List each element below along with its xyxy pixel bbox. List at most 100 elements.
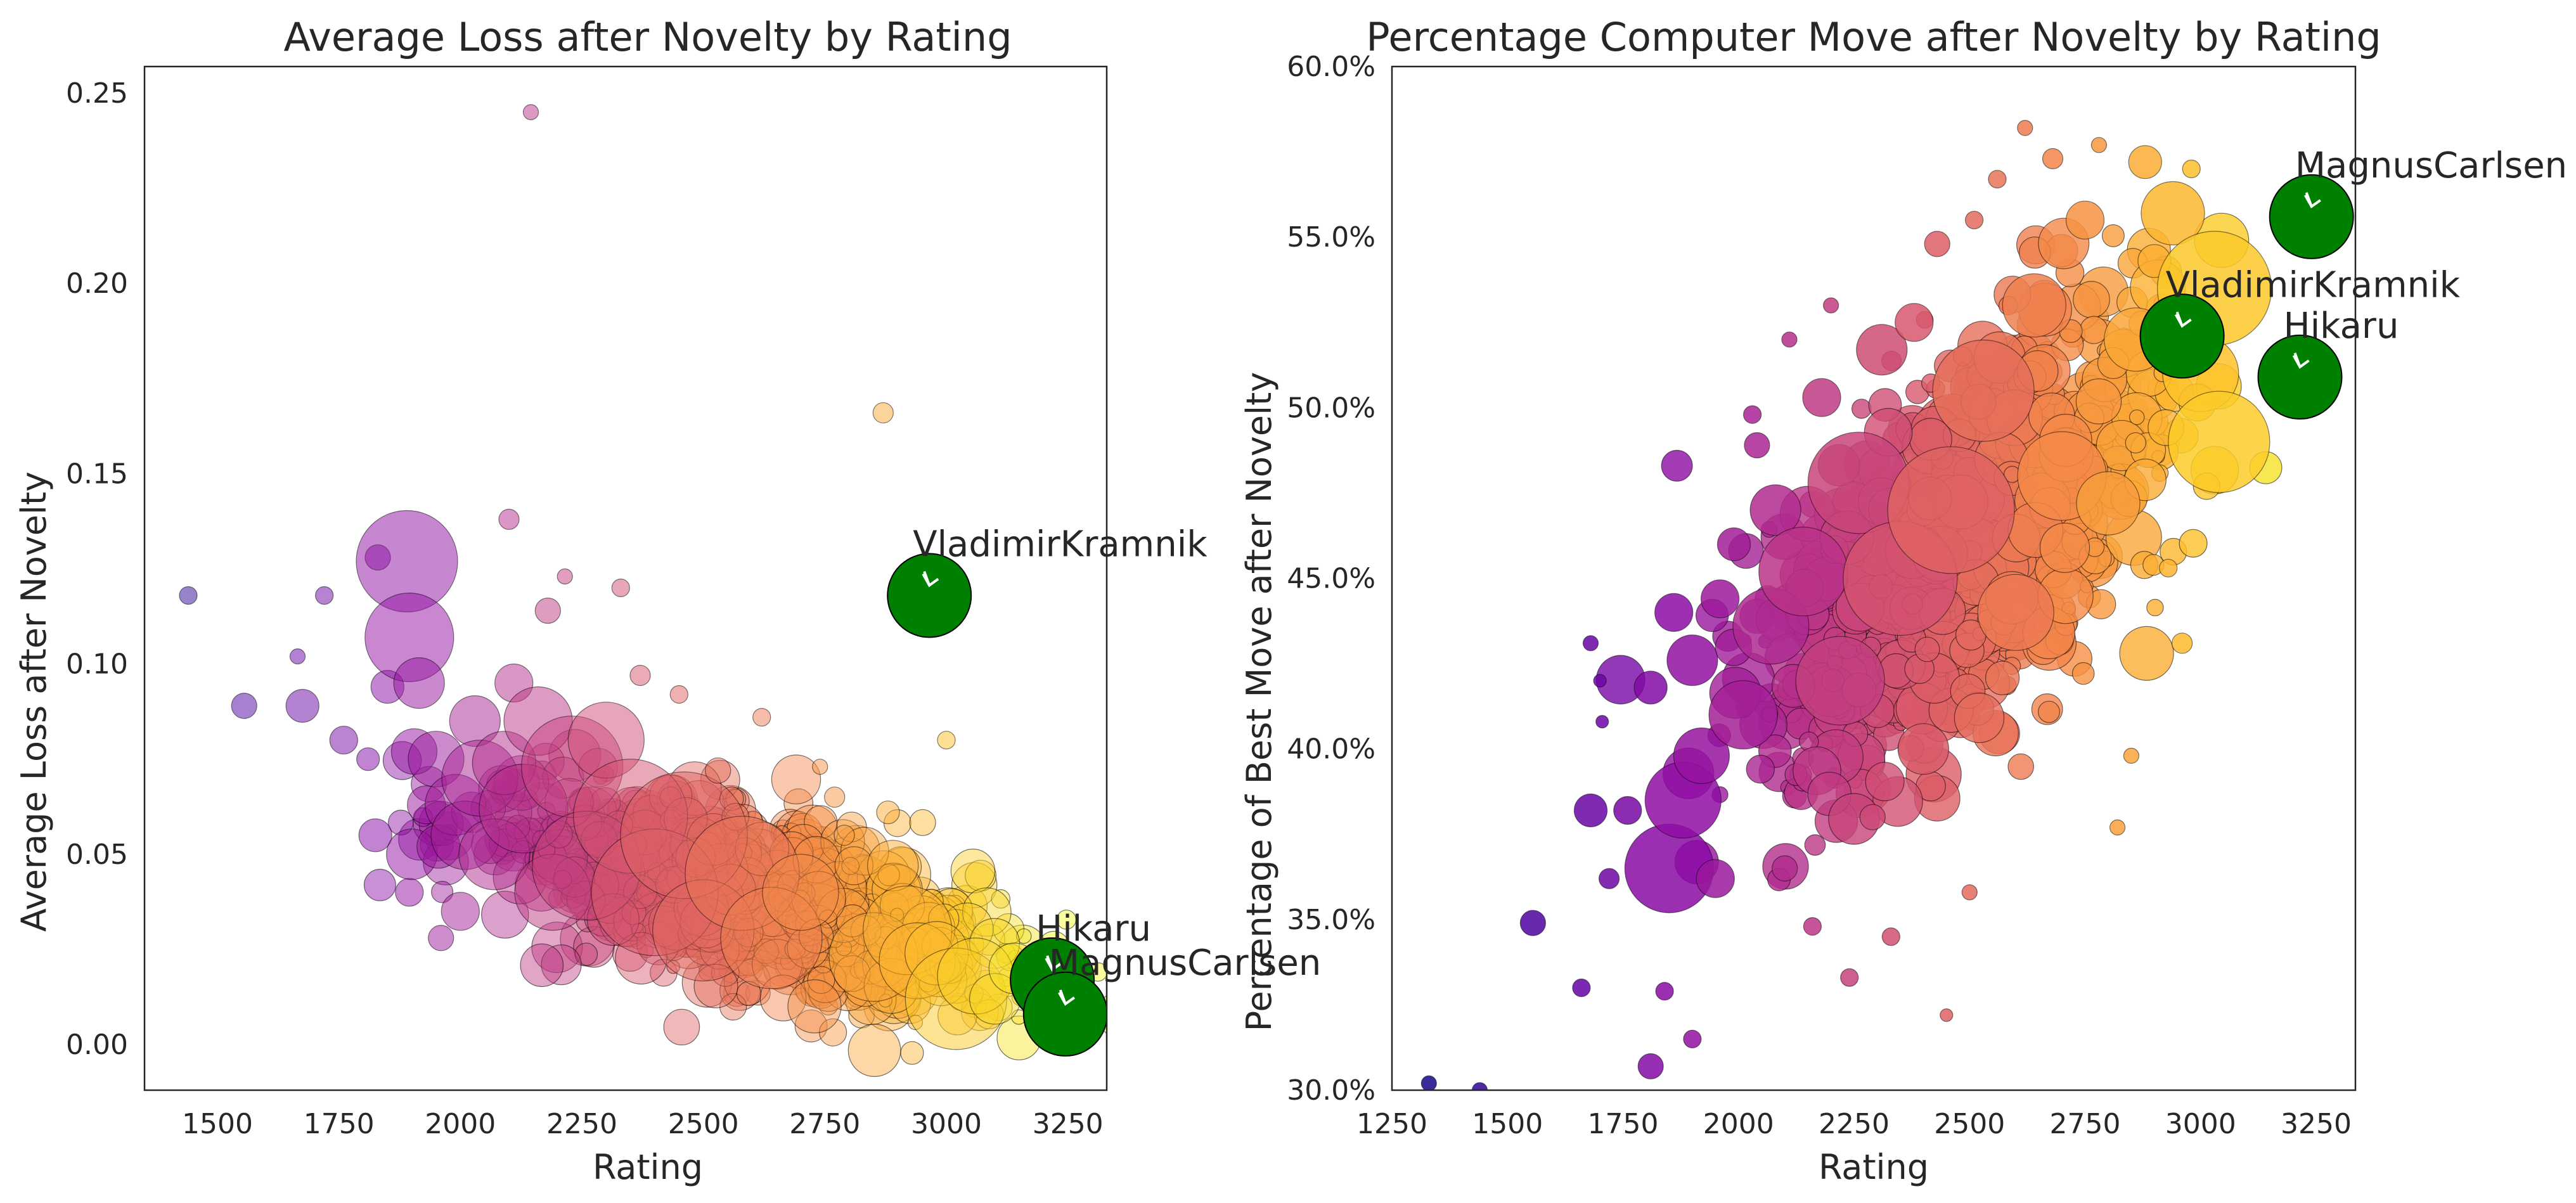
loss-chart-cloud-point: [991, 889, 1011, 909]
loss-chart-points: [179, 104, 1107, 1078]
best-move-chart-cloud-point: [2101, 224, 2125, 247]
best-move-chart-point: [1593, 674, 1607, 688]
loss-chart-point: [867, 840, 919, 892]
best-move-chart-point: [1633, 671, 1668, 705]
best-move-chart-annotation-arrow: [2292, 352, 2310, 369]
best-move-chart-point: [1988, 170, 2007, 189]
best-move-chart-x-tick-label: 2750: [2050, 1108, 2121, 1140]
best-move-chart-point: [1965, 210, 1984, 229]
best-move-chart-cloud-point: [1746, 754, 1775, 784]
loss-chart-highlight-point: [1022, 971, 1107, 1057]
best-move-chart-cloud-point: [1985, 660, 2020, 695]
best-move-chart-point: [1666, 634, 1718, 686]
best-move-chart-highlight-point: [2139, 293, 2225, 379]
best-move-chart-point: [2159, 558, 2178, 577]
best-move-chart-point: [1961, 884, 1978, 901]
best-move-chart-y-tick-label: 40.0%: [1287, 733, 1375, 766]
best-move-chart-cloud-point: [1804, 834, 1826, 856]
best-move-chart-point: [1716, 527, 1751, 562]
best-move-chart-point: [1897, 723, 1949, 775]
best-move-chart-point: [2172, 633, 2193, 654]
loss-chart-x-tick-label: 1500: [182, 1108, 253, 1140]
best-move-chart-point: [2090, 137, 2107, 153]
loss-chart-point: [824, 787, 846, 808]
best-move-chart-cloud-point: [1661, 449, 1693, 482]
best-move-chart-point: [1772, 855, 1798, 882]
best-move-chart-cloud-point: [2075, 378, 2122, 425]
best-move-chart-point: [2109, 819, 2126, 836]
best-move-chart-point: [1781, 331, 1798, 348]
loss-chart-cloud-point: [520, 943, 564, 987]
best-move-chart-highlight-point: [2257, 334, 2343, 420]
loss-chart-ylabel: Average Loss after Novelty: [14, 472, 54, 932]
best-move-chart-point: [1977, 574, 2054, 651]
best-move-chart-cloud-point: [2080, 316, 2108, 344]
best-move-chart-x-tick-label: 2000: [1703, 1108, 1774, 1140]
best-move-chart-point: [1582, 635, 1599, 652]
loss-chart-y-tick-label: 0.20: [66, 267, 128, 300]
best-move-chart-point: [2182, 159, 2201, 179]
best-move-chart-cloud-point: [2039, 522, 2090, 573]
loss-chart-point: [231, 692, 257, 719]
best-move-chart-point: [1654, 593, 1694, 632]
loss-chart-point: [441, 892, 480, 931]
loss-chart-annotation-arrow: [922, 570, 939, 588]
best-move-chart-highlight-point: [2269, 174, 2354, 259]
loss-chart-title: Average Loss after Novelty by Rating: [283, 14, 1012, 60]
loss-chart-point: [395, 878, 424, 907]
loss-chart-cloud-point: [663, 1008, 700, 1046]
loss-chart-point: [669, 685, 688, 704]
loss-chart-x-tick-label: 3000: [911, 1108, 982, 1140]
best-move-chart-point: [1744, 432, 1770, 459]
loss-chart-x-tick-label: 2000: [425, 1108, 496, 1140]
best-move-chart-point: [1519, 910, 1546, 936]
loss-chart-point: [762, 854, 839, 931]
best-move-chart-point: [2042, 148, 2064, 169]
best-move-chart-cloud-point: [2128, 409, 2145, 425]
best-move-chart-point: [1743, 405, 1762, 424]
loss-chart-y-tick-label: 0.10: [66, 648, 128, 681]
best-move-chart-point: [1856, 324, 1908, 376]
best-move-chart-point: [1599, 868, 1620, 889]
best-move-chart-x-tick-label: 3000: [2165, 1108, 2236, 1140]
loss-chart-cloud-point: [965, 859, 996, 892]
best-move-chart-point: [1802, 378, 1841, 417]
best-move-chart-point: [1696, 859, 1735, 898]
best-move-chart-cloud-point: [2119, 626, 2174, 681]
loss-chart-annotation-label: MagnusCarlsen: [1049, 942, 1321, 984]
best-move-chart-cloud-point: [2125, 432, 2146, 454]
loss-chart-point: [315, 586, 334, 605]
loss-chart-point: [872, 402, 894, 423]
best-move-chart-point: [2076, 471, 2141, 536]
loss-chart-annotation-arrow: [1058, 989, 1075, 1006]
loss-chart-y-tick-label: 0.05: [66, 839, 128, 871]
loss-chart-point: [428, 925, 454, 951]
loss-chart-point: [358, 818, 392, 852]
best-move-chart-cloud-point: [2071, 662, 2095, 685]
best-move-chart-point: [2017, 120, 2033, 136]
loss-chart-point: [534, 597, 561, 624]
loss-chart-cloud-point: [900, 1041, 924, 1065]
loss-chart-cloud-point: [541, 944, 582, 986]
loss-chart-point: [329, 726, 358, 755]
best-move-chart-point: [1887, 446, 2015, 574]
best-move-chart-point: [1924, 231, 1950, 257]
loss-chart-cloud-point: [719, 993, 747, 1021]
loss-chart-y-tick-label: 0.15: [66, 458, 128, 490]
best-move-chart-point: [1701, 579, 1740, 619]
loss-chart-y-tick-label: 0.00: [66, 1029, 128, 1061]
best-move-chart-point: [2065, 200, 2105, 240]
best-move-chart-cloud-point: [2038, 700, 2061, 723]
best-move-chart-point: [1673, 727, 1730, 785]
loss-chart-cloud-point: [847, 1024, 901, 1078]
best-move-chart-point: [1708, 680, 1778, 750]
best-move-chart-points: [1420, 120, 2354, 1090]
loss-chart-cloud-point: [909, 809, 936, 836]
best-move-chart-point: [2168, 390, 2270, 493]
loss-chart-point: [522, 104, 539, 120]
loss-chart-point: [498, 508, 520, 531]
best-move-chart-point: [2123, 747, 2139, 764]
best-move-chart-y-tick-label: 50.0%: [1287, 392, 1375, 424]
loss-chart-y-tick-label: 0.25: [66, 77, 128, 110]
loss-chart-point: [557, 568, 573, 585]
